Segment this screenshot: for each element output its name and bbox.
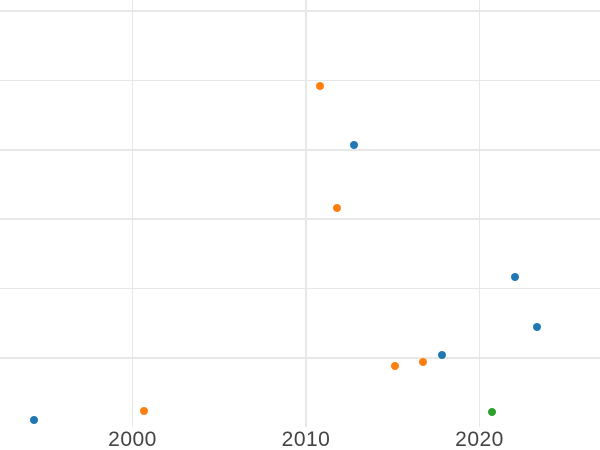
gridline-horizontal <box>0 79 600 82</box>
data-point-series-orange <box>139 407 148 416</box>
data-point-series-blue <box>30 415 39 424</box>
data-point-series-blue <box>533 322 542 331</box>
gridline-vertical <box>131 0 134 428</box>
gridline-vertical <box>305 0 307 428</box>
gridline-horizontal <box>0 218 600 220</box>
data-point-series-orange <box>315 81 324 90</box>
data-point-series-blue <box>510 273 519 282</box>
gridline-horizontal <box>0 357 600 359</box>
x-tick-label: 2010 <box>281 428 331 450</box>
data-point-series-orange <box>418 358 427 367</box>
data-point-series-orange <box>390 362 399 371</box>
x-tick-label: 2000 <box>108 428 157 450</box>
data-point-series-blue <box>437 350 446 359</box>
data-point-series-green <box>487 408 496 417</box>
gridline-horizontal <box>0 287 600 290</box>
data-point-series-blue <box>350 140 359 149</box>
data-point-series-orange <box>333 204 342 213</box>
gridline-horizontal <box>0 10 600 12</box>
gridline-horizontal <box>0 149 600 151</box>
gridline-vertical <box>478 0 481 428</box>
x-tick-label: 2020 <box>455 428 504 450</box>
